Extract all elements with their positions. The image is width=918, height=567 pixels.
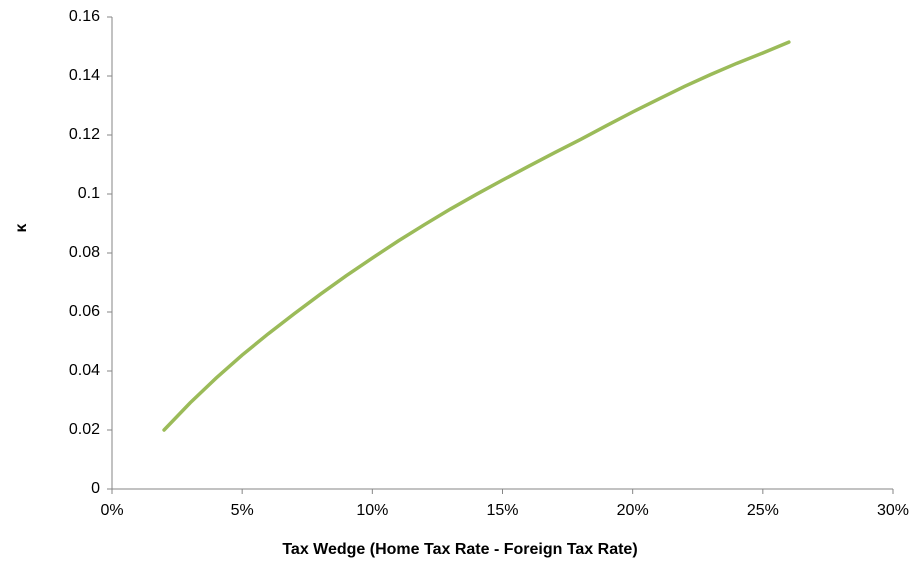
y-tick-label: 0.02 <box>69 421 100 438</box>
y-tick-label: 0.16 <box>69 8 100 25</box>
y-tick-label: 0 <box>91 480 100 497</box>
line-series <box>162 40 791 432</box>
y-tick-label: 0.14 <box>69 67 100 84</box>
y-tick-label: 0.12 <box>69 126 100 143</box>
x-tick-label: 25% <box>747 502 779 519</box>
y-tick-label: 0.04 <box>69 362 100 379</box>
x-tick-label: 5% <box>231 502 254 519</box>
x-tick-label: 20% <box>617 502 649 519</box>
y-tick-label: 0.06 <box>69 303 100 320</box>
x-tick-label: 0% <box>100 502 123 519</box>
y-axis-title: κ <box>13 223 30 232</box>
y-tick-label: 0.08 <box>69 244 100 261</box>
x-tick-label: 30% <box>877 502 909 519</box>
x-tick-label: 15% <box>486 502 518 519</box>
x-axis-title: Tax Wedge (Home Tax Rate - Foreign Tax R… <box>282 541 637 558</box>
y-tick-label: 0.1 <box>78 185 100 202</box>
x-tick-label: 10% <box>356 502 388 519</box>
